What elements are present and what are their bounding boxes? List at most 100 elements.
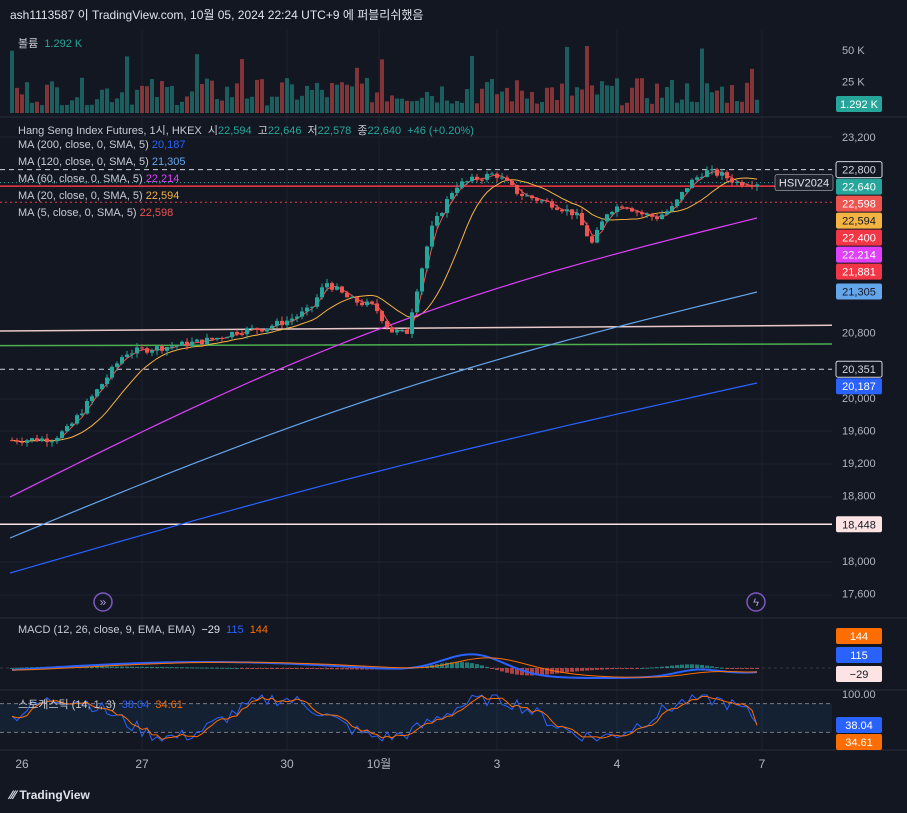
volume-bar xyxy=(180,101,184,113)
volume-bar xyxy=(645,98,649,113)
volume-legend[interactable]: 볼륨 1.292 K xyxy=(18,35,82,51)
macd-histogram-bar xyxy=(225,667,229,669)
macd-histogram-bar xyxy=(500,668,504,672)
macd-histogram-bar xyxy=(695,664,699,668)
price-badge-bg xyxy=(836,378,882,395)
candle-body xyxy=(400,329,404,331)
macd-histogram-bar xyxy=(670,665,674,668)
volume-bar xyxy=(160,80,164,113)
volume-bar xyxy=(55,87,59,113)
volume-bar xyxy=(585,46,589,113)
volume-bar xyxy=(210,80,214,113)
candle-body xyxy=(565,209,569,212)
macd-histogram-bar xyxy=(230,667,234,669)
macd-line xyxy=(11,653,758,679)
volume-bar xyxy=(25,82,29,113)
lightning-icon: ϟ xyxy=(746,592,766,612)
ma-legend-value: 22,594 xyxy=(145,190,180,202)
volume-bar xyxy=(390,95,394,113)
ma-legend-row[interactable]: MA (20, close, 0, SMA, 5) 22,594 xyxy=(18,190,179,202)
volume-bar xyxy=(110,102,114,113)
candle-body xyxy=(475,176,479,180)
macd-histogram-bar xyxy=(115,666,119,668)
candle-body xyxy=(415,291,419,313)
candle-body xyxy=(555,207,559,210)
volume-bar xyxy=(400,98,404,113)
volume-bar xyxy=(500,91,504,113)
candle-body xyxy=(470,176,474,182)
candle-body xyxy=(250,327,254,329)
volume-bar xyxy=(35,101,39,113)
macd-histogram-bar xyxy=(660,666,664,668)
macd-histogram-bar xyxy=(630,668,634,669)
candle-body xyxy=(350,297,354,299)
macd-histogram-bar xyxy=(120,666,124,668)
candle-body xyxy=(120,357,124,364)
price-badge-bg xyxy=(836,516,882,533)
candle-body xyxy=(535,198,539,201)
volume-bar xyxy=(620,105,624,113)
volume-bar xyxy=(360,83,364,113)
candle-body xyxy=(540,200,544,202)
candle-body xyxy=(185,341,189,347)
macd-histogram-bar xyxy=(185,667,189,669)
ma-legend-row[interactable]: MA (200, close, 0, SMA, 5) 20,187 xyxy=(18,139,186,151)
macd-histogram-bar xyxy=(510,668,514,674)
macd-histogram-bar xyxy=(560,668,564,673)
price-badge-text: 22,400 xyxy=(842,233,876,245)
macd-histogram-bar xyxy=(715,667,719,669)
ma-legend-row[interactable]: MA (60, close, 0, SMA, 5) 22,214 xyxy=(18,173,179,185)
symbol-legend[interactable]: Hang Seng Index Futures, 1시, HKEX 시22,59… xyxy=(18,122,474,138)
candle-body xyxy=(335,286,339,290)
volume-bar xyxy=(420,97,424,113)
candle-body xyxy=(230,331,234,338)
macd-histogram-bar xyxy=(605,668,609,670)
candle-body xyxy=(205,337,209,345)
macd-signal-line xyxy=(11,657,758,678)
volume-bar xyxy=(200,84,204,113)
stoch-legend[interactable]: 스토캐스틱 (14, 1, 3) 38.04 34.61 xyxy=(18,696,183,712)
macd-histogram-bar xyxy=(170,667,174,669)
candle-body xyxy=(410,312,414,334)
macd-histogram-bar xyxy=(90,666,94,668)
volume-bar xyxy=(675,102,679,113)
candle-body xyxy=(35,438,39,442)
macd-histogram-bar xyxy=(20,667,24,669)
volume-bar xyxy=(525,98,529,113)
candle-body xyxy=(160,346,164,351)
candle-body xyxy=(365,301,369,306)
candle-body xyxy=(360,302,364,306)
candle-body xyxy=(620,206,624,208)
time-axis-label: 7 xyxy=(759,757,766,771)
stoch-d-line xyxy=(11,695,758,740)
macd-histogram-bar xyxy=(720,667,724,669)
macd-histogram-bar xyxy=(100,666,104,668)
candle-body xyxy=(235,331,239,335)
ma-legend-row[interactable]: MA (120, close, 0, SMA, 5) 21,305 xyxy=(18,156,186,168)
candle-body xyxy=(100,384,104,390)
macd-histogram-bar xyxy=(710,666,714,668)
low-value: 22,578 xyxy=(317,125,352,137)
macd-legend[interactable]: MACD (12, 26, close, 9, EMA, EMA) −29 11… xyxy=(18,624,268,636)
candle-body xyxy=(430,225,434,247)
volume-bar xyxy=(125,56,129,113)
candle-body xyxy=(715,169,719,176)
candle-body xyxy=(10,440,14,442)
volume-bar xyxy=(595,94,599,113)
ma-legend-row[interactable]: MA (5, close, 0, SMA, 5) 22,598 xyxy=(18,207,173,219)
macd-histogram-bar xyxy=(530,668,534,676)
candle-body xyxy=(750,185,754,187)
candle-body xyxy=(385,321,389,328)
volume-bar xyxy=(285,78,289,113)
candle-body xyxy=(580,213,584,226)
candle-body xyxy=(55,437,59,442)
price-tick-label: 17,600 xyxy=(842,588,876,600)
candle-body xyxy=(25,440,29,443)
macd-histogram-bar xyxy=(235,667,239,669)
volume-bar xyxy=(15,87,19,113)
volume-bar xyxy=(85,105,89,113)
stoch-badge-bg xyxy=(836,734,882,750)
macd-histogram-bar xyxy=(755,668,759,669)
ma-legend-value: 22,214 xyxy=(145,173,180,185)
